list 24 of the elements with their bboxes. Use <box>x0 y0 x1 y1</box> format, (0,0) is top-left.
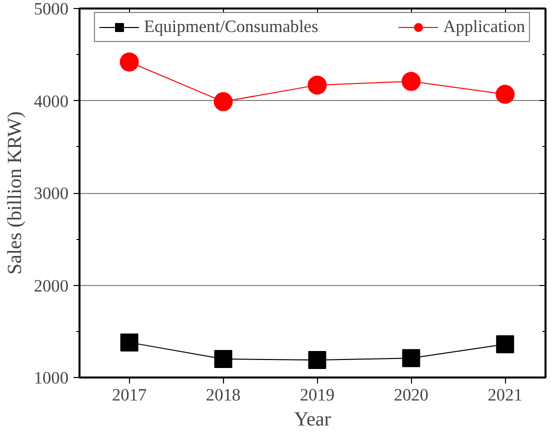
point <box>120 333 138 352</box>
point <box>308 350 326 369</box>
point <box>402 349 420 368</box>
point <box>402 72 421 91</box>
x-axis-title: Year <box>294 408 332 430</box>
y-tick-label: 5000 <box>34 0 68 18</box>
x-tick-label: 2017 <box>112 386 147 404</box>
y-tick-label: 3000 <box>34 184 68 203</box>
y-tick-label: 1000 <box>34 368 68 388</box>
point <box>214 92 233 112</box>
y-tick-label: 2000 <box>34 276 68 296</box>
legend-label: Equipment/Consumables <box>144 17 318 37</box>
x-tick-label: 2019 <box>300 386 335 404</box>
point <box>120 52 139 72</box>
y-tick-label: 4000 <box>34 92 68 111</box>
point <box>308 76 327 95</box>
legend-label: Application <box>443 17 526 37</box>
point <box>214 350 232 368</box>
x-tick-label: 2018 <box>206 386 241 404</box>
x-tick-label: 2020 <box>394 386 428 404</box>
point <box>496 84 515 104</box>
x-tick-label: 2021 <box>488 386 522 404</box>
y-axis-title: Sales (billion KRW) <box>4 111 26 275</box>
point <box>496 335 514 354</box>
